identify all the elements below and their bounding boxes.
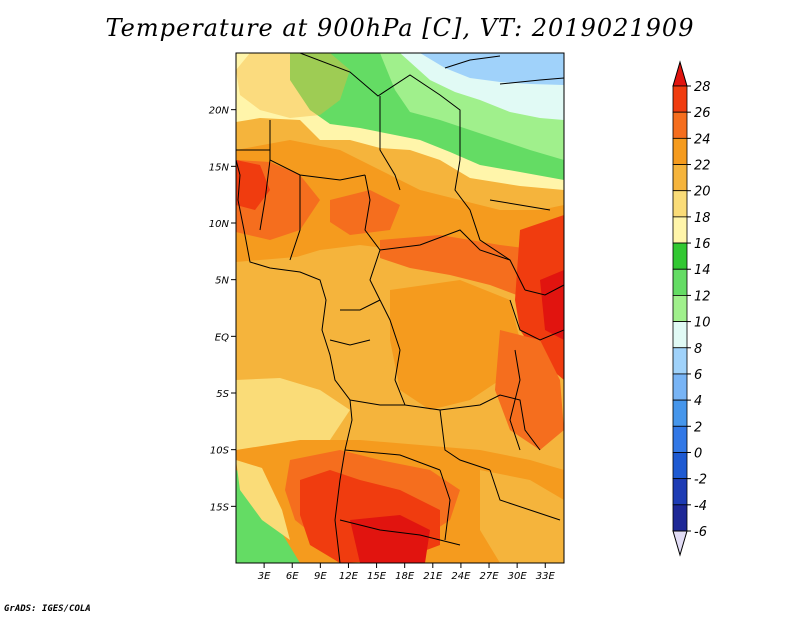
map-frame bbox=[235, 52, 565, 564]
colorbar-label: 0 bbox=[694, 446, 702, 461]
colorbar-label: 22 bbox=[694, 159, 711, 174]
y-axis: 20N 15N 10N 5N EQ 5S 10S 15S bbox=[209, 106, 236, 513]
colorbar-label: 8 bbox=[694, 342, 702, 357]
x-tick-label: 21E bbox=[423, 571, 443, 582]
colorbar-label: 4 bbox=[694, 394, 702, 409]
colorbar-bottom-arrow bbox=[672, 530, 688, 557]
y-tick-label: 10S bbox=[210, 446, 230, 457]
x-axis: 3E 6E 9E 12E 15E 18E 21E 24E 27E 30E 33E bbox=[258, 563, 556, 582]
x-tick-label: 27E bbox=[480, 571, 500, 582]
y-tick-label: 20N bbox=[209, 106, 230, 117]
colorbar-label: 26 bbox=[694, 106, 711, 121]
chart-title: Temperature at 900hPa [C], VT: 201902190… bbox=[105, 14, 695, 42]
colorbar-segment bbox=[672, 504, 688, 532]
colorbar-label: 28 bbox=[694, 80, 711, 95]
colorbar-segment bbox=[672, 111, 688, 139]
colorbar-label: 18 bbox=[694, 211, 711, 226]
colorbar-label: 2 bbox=[694, 420, 702, 435]
x-tick-label: 18E bbox=[395, 571, 415, 582]
colorbar-segment bbox=[672, 321, 688, 349]
x-tick-label: 6E bbox=[286, 571, 299, 582]
x-tick-label: 3E bbox=[258, 571, 271, 582]
x-tick-label: 30E bbox=[508, 571, 528, 582]
colorbar-segment bbox=[672, 295, 688, 322]
colorbar-label: 20 bbox=[694, 185, 711, 200]
y-tick-label: 15N bbox=[209, 162, 230, 173]
colorbar-segment bbox=[672, 478, 688, 506]
colorbar-segment bbox=[672, 164, 688, 192]
colorbar-label: -6 bbox=[694, 525, 707, 540]
credit-text: GrADS: IGES/COLA bbox=[4, 604, 91, 614]
colorbar-label: 12 bbox=[694, 289, 711, 304]
x-tick-label: 9E bbox=[314, 571, 327, 582]
colorbar-label: 16 bbox=[694, 237, 711, 252]
colorbar-segment bbox=[672, 399, 688, 427]
colorbar-segment bbox=[672, 216, 688, 244]
temperature-field bbox=[236, 53, 564, 563]
x-tick-label: 15E bbox=[367, 571, 387, 582]
x-tick-label: 33E bbox=[536, 571, 556, 582]
country-borders bbox=[236, 53, 564, 563]
colorbar-segment bbox=[672, 425, 688, 453]
y-tick-label: 15S bbox=[210, 502, 230, 513]
colorbar-segment bbox=[672, 242, 688, 270]
colorbar-segment bbox=[672, 373, 688, 401]
colorbar-segment bbox=[672, 452, 688, 480]
y-tick-label: 10N bbox=[209, 219, 230, 230]
y-tick-label: 5N bbox=[215, 276, 229, 287]
x-tick-label: 12E bbox=[339, 571, 359, 582]
colorbar-segment bbox=[672, 85, 688, 113]
y-tick-label: 5S bbox=[216, 389, 229, 400]
colorbar-segment bbox=[672, 347, 688, 375]
colorbar-segment bbox=[672, 137, 688, 165]
y-tick-label: EQ bbox=[215, 332, 229, 343]
x-tick-label: 24E bbox=[451, 571, 471, 582]
colorbar-label: 24 bbox=[694, 132, 711, 147]
colorbar-label: -2 bbox=[694, 473, 707, 488]
colorbar-label: 10 bbox=[694, 316, 711, 331]
colorbar-label: 6 bbox=[694, 368, 702, 383]
colorbar-segment bbox=[672, 268, 688, 296]
colorbar-label: -4 bbox=[694, 499, 707, 514]
colorbar-segment bbox=[672, 190, 688, 218]
colorbar-label: 14 bbox=[694, 263, 711, 278]
colorbar-top-arrow bbox=[672, 60, 688, 87]
